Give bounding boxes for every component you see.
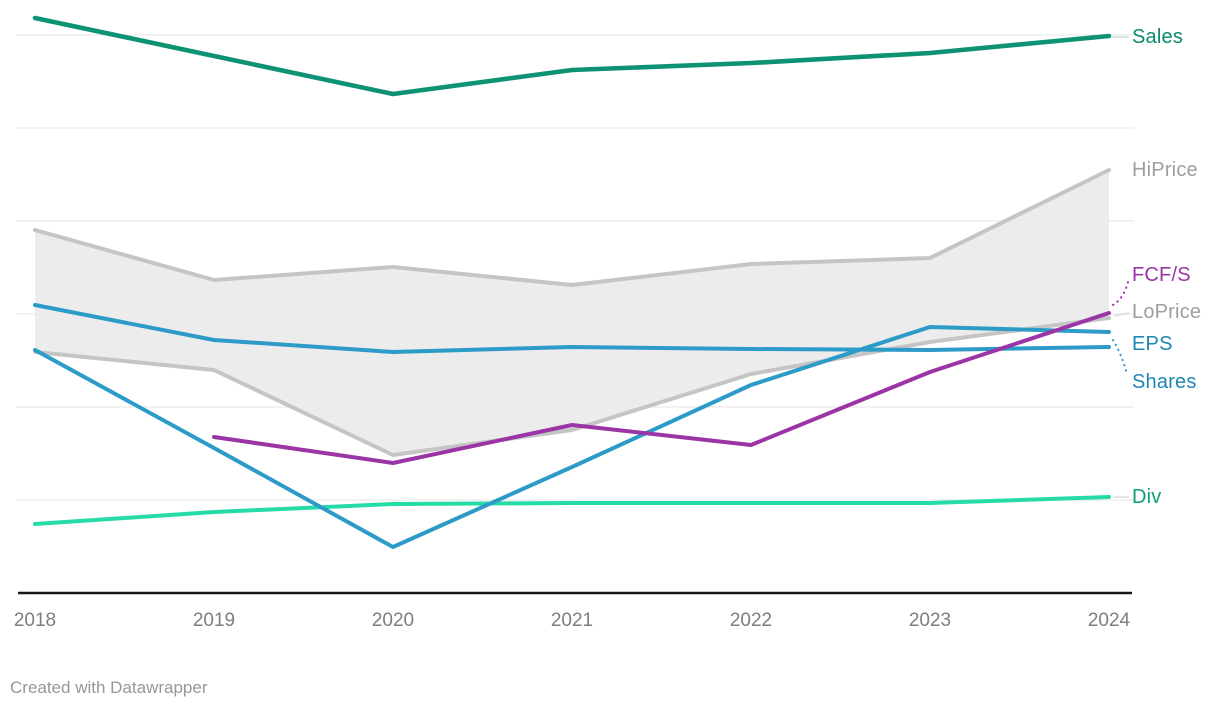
leader-line-loprice xyxy=(1113,312,1130,317)
series-label-div: Div xyxy=(1132,486,1162,508)
series-label-hiprice: HiPrice xyxy=(1132,159,1198,181)
x-tick-label-2020: 2020 xyxy=(371,610,415,631)
price-range-band xyxy=(35,170,1109,455)
series-line-loprice xyxy=(33,316,1111,457)
series-label-shares: Shares xyxy=(1132,371,1197,393)
series-label-eps: EPS xyxy=(1132,333,1173,355)
series-label-fcfs: FCF/S xyxy=(1132,264,1191,286)
x-tick-label-2018: 2018 xyxy=(13,610,57,631)
series-line-fcfs xyxy=(212,311,1111,465)
series-line-sales xyxy=(32,15,1112,97)
series-line-div xyxy=(33,495,1111,526)
series-label-loprice: LoPrice xyxy=(1132,301,1202,323)
x-tick-label-2021: 2021 xyxy=(550,610,594,631)
x-tick-label-2019: 2019 xyxy=(192,610,236,631)
series-line-hiprice xyxy=(33,168,1111,287)
x-tick-label-2024: 2024 xyxy=(1087,610,1131,631)
x-tick-label-2023: 2023 xyxy=(908,610,952,631)
leader-line-shares xyxy=(1112,339,1128,375)
x-tick-label-2022: 2022 xyxy=(729,610,773,631)
series-line-eps xyxy=(33,303,1111,354)
attribution: Created with Datawrapper xyxy=(10,678,208,697)
series-label-sales: Sales xyxy=(1132,26,1184,48)
leader-line-fcfs xyxy=(1112,281,1129,306)
series-line-shares xyxy=(33,325,1111,549)
